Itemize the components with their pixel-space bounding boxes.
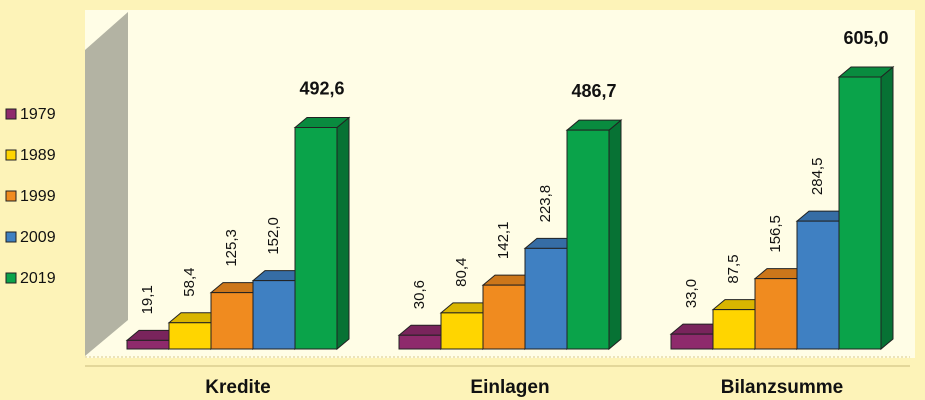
value-label: 492,6 [299,78,344,98]
side-wall [85,12,128,356]
value-label: 223,8 [537,185,554,223]
value-label: 486,7 [571,81,616,101]
value-label: 152,0 [265,217,282,255]
value-label: 142,1 [495,222,512,260]
x-tick-label: Bilanzsumme [721,377,843,398]
bar-side [880,65,894,351]
bar-front [754,278,798,350]
value-label: 58,4 [181,268,198,297]
legend-label: 2019 [20,270,56,287]
legend-label: 1999 [20,188,56,205]
legend-swatch [5,272,17,284]
bar-side [336,116,350,351]
legend-label: 1979 [20,106,56,123]
x-tick-label: Kredite [205,377,270,398]
legend-swatch [5,108,17,120]
bar-front [838,76,882,350]
bar-front [482,284,526,350]
legend-swatch [5,149,17,161]
value-label: 33,0 [683,279,700,308]
legend-swatch [5,190,17,202]
value-label: 19,1 [139,285,156,314]
value-label: 30,6 [411,280,428,309]
value-label: 156,5 [767,215,784,253]
value-label: 125,3 [223,229,240,267]
bar-front [566,129,610,350]
value-label: 605,0 [843,28,888,48]
bar [837,65,895,351]
bar-front [398,334,442,350]
x-tick-label: Einlagen [470,377,549,398]
bar [565,119,623,351]
value-label: 87,5 [725,254,742,283]
bar [293,116,351,351]
legend-label: 1989 [20,147,56,164]
value-label: 284,5 [809,158,826,196]
bar-side [608,119,622,351]
bar-front [252,280,296,350]
legend-swatch [5,231,17,243]
bar-front [712,309,756,350]
bar-front [294,127,338,350]
bar-front [168,322,212,350]
bar-front [670,333,714,350]
bar-front [796,220,840,350]
bar-front [210,292,254,350]
bar-front [440,312,484,350]
legend-label: 2009 [20,229,56,246]
bar-front [524,247,568,350]
bar-front [126,339,170,350]
value-label: 80,4 [453,258,470,287]
